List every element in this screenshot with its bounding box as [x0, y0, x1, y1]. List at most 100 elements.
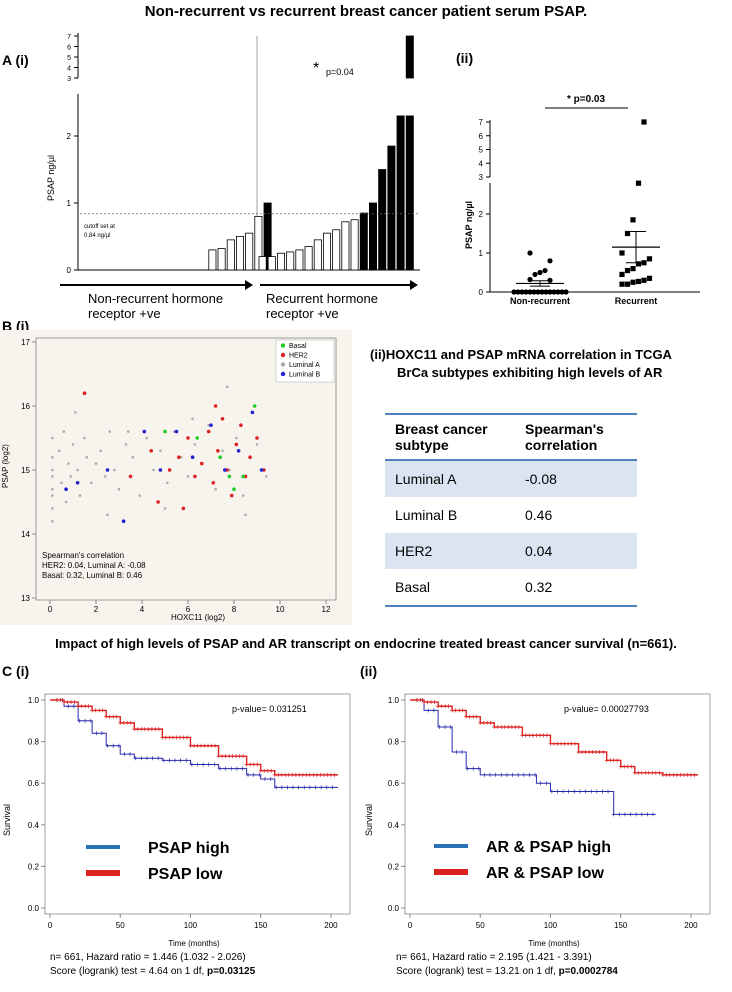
km-censor-mark — [269, 768, 274, 773]
scatter-x-tick-label: 2 — [94, 605, 99, 614]
km-censor-mark — [674, 772, 679, 777]
km-censor-mark — [493, 772, 498, 777]
bar-y-tick-label: 0 — [67, 266, 72, 275]
km-y-tick-label: 1.0 — [388, 696, 400, 705]
km-censor-mark — [122, 752, 127, 757]
scatter-point-her2 — [211, 481, 216, 485]
km-censor-mark — [313, 785, 318, 790]
km-censor-mark — [544, 781, 549, 786]
km-censor-mark — [206, 762, 211, 767]
km-censor-mark — [88, 718, 93, 723]
km-y-tick-label: 0.8 — [28, 738, 40, 747]
dot-y-tick-label: 4 — [479, 159, 484, 168]
km-censor-mark — [246, 772, 251, 777]
nonrecurrent-point — [527, 289, 533, 295]
km-censor-mark — [66, 704, 71, 709]
km-censor-mark — [439, 704, 444, 709]
km-censor-mark — [492, 725, 497, 730]
scatter-point-luminal-a — [83, 436, 86, 440]
nonrecurrent-point — [539, 289, 545, 295]
km-censor-mark — [274, 785, 279, 790]
km-censor-mark — [520, 733, 525, 738]
recurrent-point — [624, 230, 631, 237]
km-censor-mark — [660, 772, 665, 777]
km-censor-mark — [685, 772, 690, 777]
scatter-point-basal — [232, 487, 236, 491]
km0-stat-2: Score (logrank) test = 4.64 on 1 df, p=0… — [50, 966, 255, 977]
km-censor-mark — [576, 750, 581, 754]
km-censor-mark — [142, 727, 147, 732]
scatter-point-luminal-b — [142, 429, 147, 434]
scatter-x-tick-label: 0 — [48, 605, 53, 614]
km-curve-high — [50, 699, 338, 788]
km-censor-mark — [692, 772, 697, 777]
bar-y-tick-label: 4 — [67, 66, 71, 73]
table-title-line-1: (ii)HOXC11 and PSAP mRNA correlation in … — [370, 347, 672, 362]
bar-chart-pvalue: p=0.04 — [326, 67, 354, 77]
km-censor-mark — [611, 812, 616, 817]
category-recurrent: Recurrent — [615, 296, 658, 306]
scatter-point-luminal-a — [163, 507, 167, 510]
bar — [267, 256, 276, 271]
km-censor-mark — [307, 772, 312, 777]
km-censor-mark — [632, 770, 637, 775]
km-censor-mark — [213, 743, 218, 748]
km-censor-mark — [216, 754, 221, 759]
scatter-legend-box — [275, 339, 335, 383]
recurrent-point — [641, 277, 647, 283]
km-censor-mark — [135, 727, 140, 732]
km-censor-mark — [99, 731, 104, 736]
km-censor-mark — [62, 700, 67, 705]
scatter-x-tick-label: 8 — [232, 605, 237, 614]
km-censor-mark — [58, 698, 63, 702]
nonrecurrent-point — [559, 289, 565, 295]
km-censor-mark — [55, 698, 60, 702]
nonrecurrent-point — [542, 267, 548, 274]
km-censor-mark — [178, 758, 183, 763]
scatter-x-tick-label: 6 — [186, 605, 191, 614]
km-x-tick-label: 150 — [614, 921, 628, 930]
legend-marker — [280, 352, 286, 358]
km-censor-mark — [258, 768, 263, 773]
bar-y-tick-label: 7 — [67, 34, 71, 41]
bar — [295, 249, 304, 271]
scatter-point-her2 — [156, 500, 160, 504]
scatter-point-luminal-a — [51, 468, 54, 472]
bar — [208, 249, 217, 271]
km-censor-mark — [429, 700, 434, 705]
km-censor-mark — [189, 762, 194, 767]
legend-marker — [280, 343, 286, 348]
scatter-point-her2 — [239, 423, 243, 427]
km-curve-high — [410, 699, 656, 815]
km-censor-mark — [590, 750, 595, 754]
recurrent-point — [624, 281, 631, 287]
km1-stat-2-p: p=0.0002784 — [558, 966, 618, 977]
km-censor-mark — [133, 756, 138, 761]
table-title-1: HOXC11 and PSAP mRNA correlation in TCGA — [385, 347, 672, 362]
km-censor-mark — [265, 768, 270, 773]
scatter-point-luminal-a — [264, 475, 268, 478]
km-x-tick-label: 200 — [684, 921, 698, 930]
scatter-point-luminal-b — [236, 449, 241, 453]
row-value: -0.08 — [515, 460, 637, 497]
scatter-x-tick-label: 4 — [140, 605, 145, 614]
table-title-2: BrCa subtypes exhibiting high levels of … — [397, 365, 663, 380]
km1-ylabel: Survival — [364, 804, 374, 836]
km-curve-low — [410, 699, 698, 776]
km-censor-mark — [276, 772, 281, 777]
km-censor-mark — [664, 772, 669, 777]
bar-y-tick-label: 6 — [67, 45, 71, 52]
dot-y-tick-label: 2 — [479, 210, 484, 219]
km-censor-mark — [139, 727, 144, 732]
cutoff-label-2: 0.84 ng/µl — [84, 233, 110, 239]
km-censor-mark — [241, 754, 246, 759]
km-censor-mark — [541, 733, 546, 738]
recurrent-point — [630, 279, 636, 285]
km-censor-mark — [495, 725, 500, 730]
km-censor-mark — [488, 720, 493, 725]
bar — [245, 232, 254, 271]
km-censor-mark — [181, 735, 186, 740]
scatter-point-her2 — [177, 455, 181, 459]
km-censor-mark — [251, 772, 256, 777]
scatter-point-her2 — [181, 506, 186, 511]
